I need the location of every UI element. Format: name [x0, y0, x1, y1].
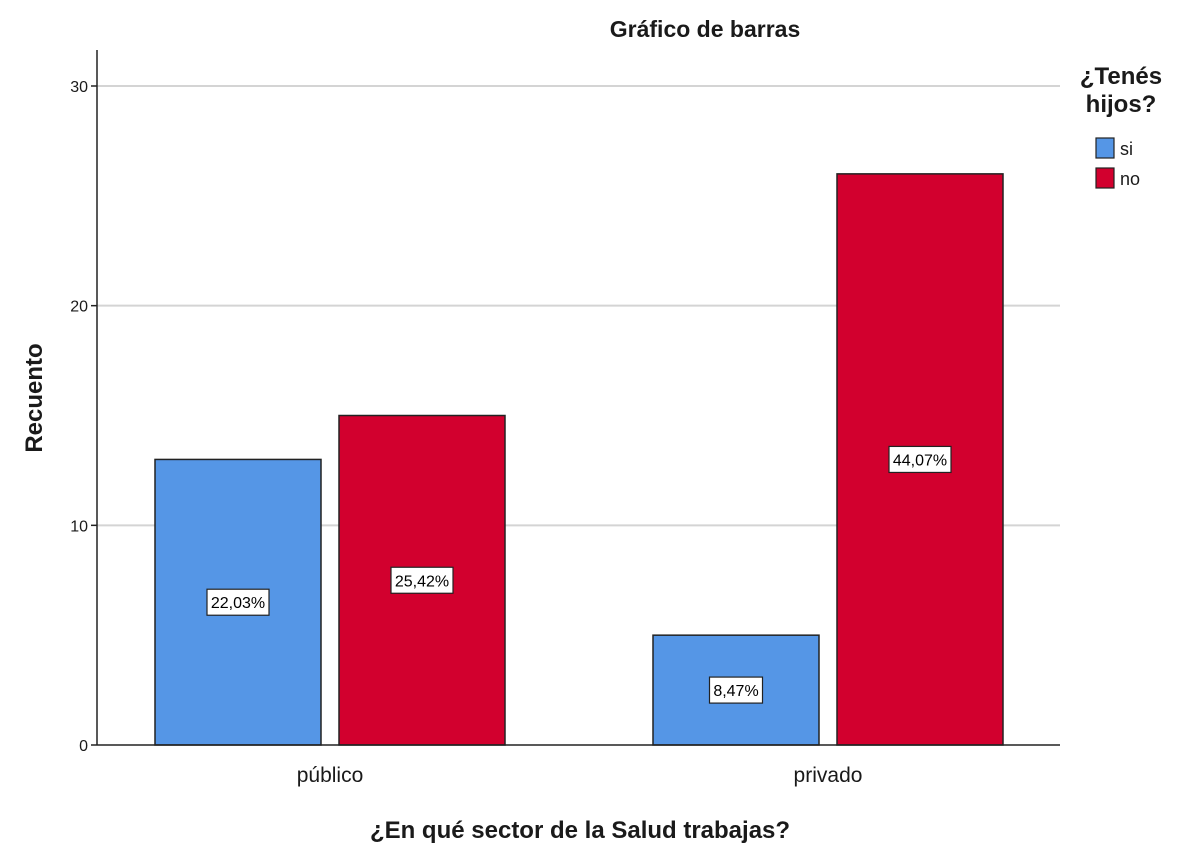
data-label: 25,42% — [395, 573, 449, 590]
legend-swatch-no — [1095, 167, 1115, 189]
legend-label-no: no — [1120, 169, 1140, 189]
chart-title: Gráfico de barras — [610, 16, 800, 42]
data-labels: 22,03% 25,42% 8,47% 44,07% — [206, 445, 952, 704]
y-axis-title: Recuento — [21, 343, 48, 452]
y-tick-label: 20 — [70, 299, 88, 316]
x-axis-categories: público privado — [297, 764, 863, 787]
legend-title-line-1: ¿Tenés — [1080, 63, 1162, 90]
x-axis-title: ¿En qué sector de la Salud trabajas? — [370, 817, 790, 844]
data-label: 44,07% — [893, 452, 947, 469]
y-tick-label: 30 — [70, 79, 88, 96]
legend-label-si: si — [1120, 139, 1133, 159]
legend: ¿Tenés hijos? si no — [1080, 63, 1162, 189]
x-category-label: público — [297, 764, 364, 787]
data-label-box — [206, 588, 270, 616]
legend-swatch-si — [1095, 137, 1115, 159]
data-label: 22,03% — [211, 595, 265, 612]
bars — [154, 173, 1004, 746]
y-tick-label: 10 — [70, 518, 88, 535]
legend-title-line-2: hijos? — [1086, 91, 1157, 118]
data-label-box — [888, 445, 952, 474]
x-category-label: privado — [794, 764, 863, 787]
y-tick-label: 0 — [79, 738, 88, 755]
y-axis-ticks: 0 10 20 30 — [70, 79, 97, 755]
data-label-box — [390, 566, 454, 594]
data-label-box — [708, 676, 764, 704]
data-label: 8,47% — [713, 683, 758, 700]
